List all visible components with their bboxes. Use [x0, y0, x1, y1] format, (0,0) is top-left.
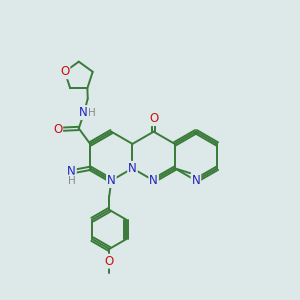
- Text: H: H: [68, 176, 75, 185]
- Text: O: O: [105, 255, 114, 268]
- Text: N: N: [149, 174, 158, 187]
- Text: N: N: [192, 174, 200, 187]
- Text: N: N: [107, 174, 116, 187]
- Text: O: O: [60, 65, 69, 78]
- Text: N: N: [79, 106, 88, 119]
- Text: N: N: [128, 162, 137, 175]
- Text: N: N: [67, 165, 76, 178]
- Text: O: O: [149, 112, 158, 125]
- Text: O: O: [53, 123, 62, 136]
- Text: H: H: [88, 107, 96, 118]
